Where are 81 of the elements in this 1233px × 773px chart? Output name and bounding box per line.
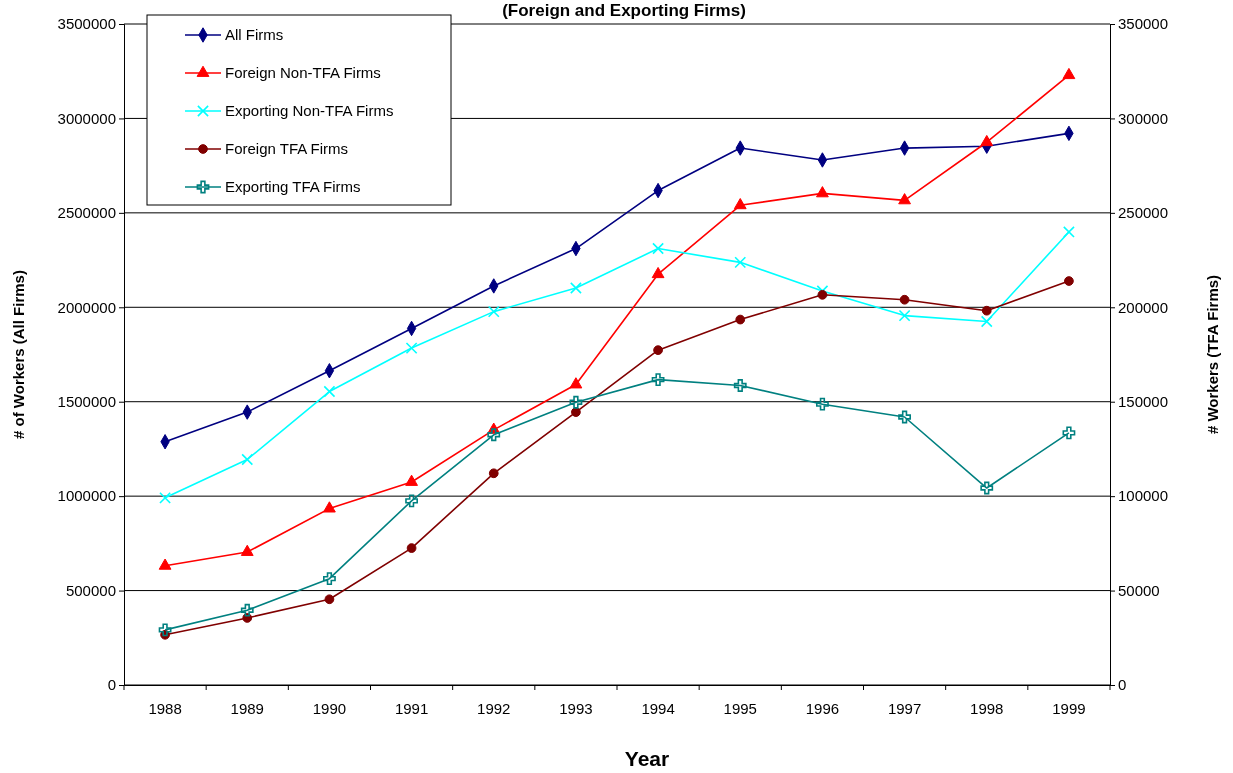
x-tick-label: 1995	[723, 699, 757, 717]
point	[898, 193, 911, 205]
y2-tick-label: 300000	[1118, 109, 1169, 127]
point	[323, 385, 336, 398]
y2-tick-label: 350000	[1118, 15, 1169, 33]
point	[323, 501, 336, 513]
point	[733, 198, 747, 210]
y2-tick-label: 200000	[1118, 298, 1169, 316]
y-tick-label: 3500000	[57, 15, 116, 33]
point	[1063, 226, 1075, 238]
point	[487, 305, 500, 318]
point	[653, 345, 663, 356]
point	[488, 468, 499, 479]
point	[817, 289, 828, 300]
point	[487, 428, 501, 442]
x-tick-label: 1998	[970, 699, 1004, 717]
point	[241, 453, 254, 466]
x-tick-label: 1994	[641, 699, 675, 717]
point	[324, 594, 335, 605]
legend-label: Exporting TFA Firms	[225, 178, 361, 195]
y-tick-label: 1000000	[57, 487, 116, 505]
point	[405, 494, 418, 508]
point	[240, 603, 254, 617]
legend-label: Foreign Non-TFA Firms	[225, 64, 381, 81]
point	[570, 282, 582, 294]
x-axis-title: Year	[624, 747, 670, 770]
y-tick-label: 0	[107, 676, 116, 694]
x-tick-label: 1996	[805, 699, 840, 717]
point	[406, 543, 417, 553]
x-tick-label: 1992	[477, 699, 511, 717]
y2-tick-label: 50000	[1118, 581, 1160, 599]
x-tick-label: 1991	[394, 699, 429, 717]
point	[816, 186, 829, 198]
point	[651, 373, 665, 387]
x-tick-label: 1990	[312, 699, 347, 717]
y-axis-title: # of Workers (All Firms)	[10, 270, 27, 439]
x-tick-label: 1997	[887, 699, 922, 717]
point	[159, 491, 171, 504]
point	[1064, 276, 1074, 286]
y-tick-label: 2500000	[57, 204, 116, 222]
y-tick-label: 1500000	[57, 393, 116, 411]
point	[323, 572, 336, 586]
point	[569, 395, 583, 409]
point	[898, 309, 911, 322]
point	[980, 315, 993, 328]
point	[240, 544, 254, 556]
x-tick-label: 1999	[1052, 699, 1086, 717]
point	[899, 294, 910, 305]
point	[651, 266, 665, 279]
x-tick-label: 1988	[148, 699, 182, 717]
point	[1062, 67, 1076, 80]
y2-axis-title: # Workers (TFA Firms)	[1204, 274, 1221, 435]
point	[405, 342, 418, 354]
point	[158, 623, 172, 637]
chart-title: (Foreign and Exporting Firms)	[502, 1, 746, 20]
x-tick-label: 1989	[230, 699, 264, 717]
point	[1062, 426, 1076, 440]
point	[569, 377, 583, 389]
point	[652, 242, 664, 255]
point	[733, 379, 747, 392]
x-tick-label: 1993	[559, 699, 593, 717]
legend-label: All Firms	[225, 26, 284, 43]
point	[981, 305, 992, 316]
y-tick-label: 2000000	[57, 298, 116, 316]
point	[571, 407, 581, 417]
point	[158, 558, 172, 570]
y2-tick-label: 0	[1118, 676, 1127, 694]
point	[980, 481, 994, 495]
legend-label: Foreign TFA Firms	[225, 140, 349, 157]
point	[816, 397, 829, 411]
point	[898, 410, 911, 424]
y2-tick-label: 100000	[1118, 487, 1169, 505]
y-tick-label: 500000	[65, 581, 116, 599]
point	[980, 134, 994, 147]
y2-tick-label: 150000	[1118, 393, 1169, 411]
legend-label: Exporting Non-TFA Firms	[225, 102, 394, 119]
point	[734, 256, 747, 269]
y-tick-label: 3000000	[57, 109, 116, 127]
point	[405, 474, 418, 486]
point	[735, 314, 746, 325]
y2-tick-label: 250000	[1118, 204, 1169, 222]
